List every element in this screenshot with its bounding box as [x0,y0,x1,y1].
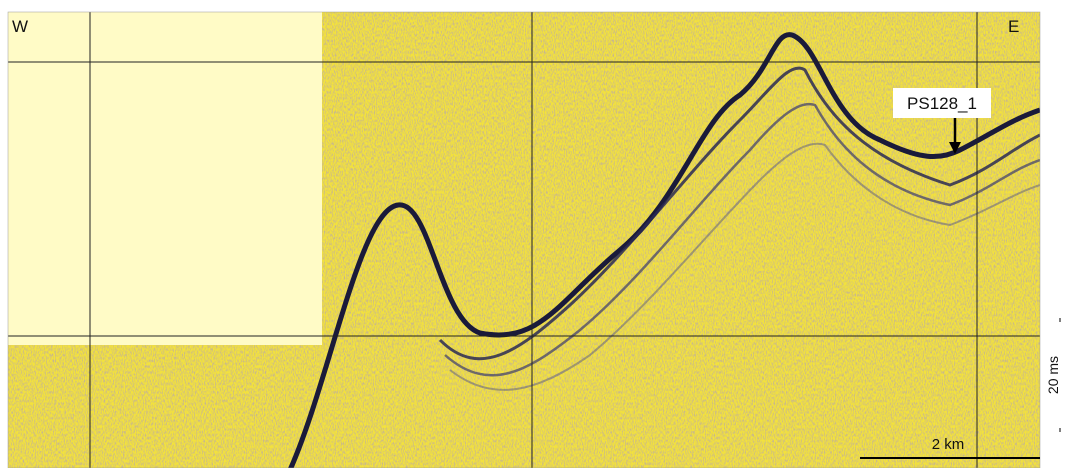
grid [8,12,1040,468]
image-area [8,12,1040,468]
site-label: PS128_1 [907,94,977,113]
reflectors [288,32,1040,468]
site-label-box [893,88,991,118]
west-label: W [12,17,28,36]
vertical-scale-label: 20 ms [1045,356,1061,394]
blank-region [8,12,322,345]
frame [7,11,1041,468]
east-label: E [1008,17,1019,36]
site-arrowhead [949,142,961,154]
scale-label: 2 km [932,436,965,453]
